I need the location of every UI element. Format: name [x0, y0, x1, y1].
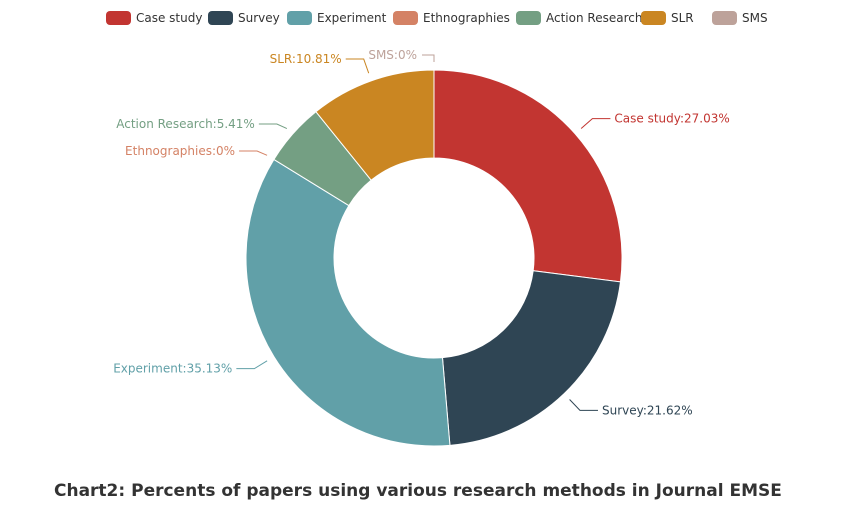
slice-label-slr: SLR:10.81%	[270, 52, 342, 66]
legend-label-sms: SMS	[742, 11, 768, 25]
leader-line-action-research	[258, 123, 288, 129]
legend-item-experiment[interactable]: Experiment	[287, 11, 387, 25]
legend-label-experiment: Experiment	[317, 11, 387, 25]
slice-label-sms: SMS:0%	[368, 48, 417, 62]
slice-label-survey: Survey:21.62%	[602, 403, 693, 417]
legend-item-action-research[interactable]: Action Research	[516, 11, 642, 25]
slice-experiment[interactable]	[245, 158, 451, 447]
donut-slices	[245, 69, 623, 447]
legend-swatch-survey	[208, 11, 233, 25]
chart-legend: Case study Survey Experiment Ethnographies A…	[106, 11, 768, 25]
legend-label-action-research: Action Research	[546, 11, 642, 25]
slice-label-experiment: Experiment:35.13%	[113, 362, 232, 376]
slice-label-action-research: Action Research:5.41%	[116, 117, 255, 131]
legend-label-ethnographies: Ethnographies	[423, 11, 510, 25]
legend-swatch-action-research	[516, 11, 541, 25]
legend-item-slr[interactable]: SLR	[641, 11, 694, 25]
slice-labels: Case study:27.03% Survey:21.62% Experiment…	[113, 48, 730, 417]
leader-line-ethnographies	[239, 150, 268, 156]
legend-item-case-study[interactable]: Case study	[106, 11, 202, 25]
slice-slr[interactable]	[315, 69, 435, 181]
legend-label-slr: SLR	[671, 11, 694, 25]
legend-swatch-case-study	[106, 11, 131, 25]
legend-swatch-ethnographies	[393, 11, 418, 25]
legend-label-case-study: Case study	[136, 11, 202, 25]
legend-swatch-slr	[641, 11, 666, 25]
legend-label-survey: Survey	[238, 11, 280, 25]
leader-line-survey	[569, 399, 598, 411]
legend-item-survey[interactable]: Survey	[208, 11, 280, 25]
legend-item-sms[interactable]: SMS	[712, 11, 768, 25]
slice-survey[interactable]	[441, 270, 622, 446]
legend-swatch-experiment	[287, 11, 312, 25]
leader-line-sms	[422, 54, 435, 62]
leader-line-slr	[345, 58, 370, 74]
donut-chart: Case study Survey Experiment Ethnographies A…	[106, 11, 768, 447]
legend-swatch-sms	[712, 11, 737, 25]
leader-line-experiment	[236, 360, 268, 370]
chart-caption: Chart2: Percents of papers using various…	[54, 481, 782, 501]
slice-case-study[interactable]	[433, 69, 623, 283]
slice-label-ethnographies: Ethnographies:0%	[125, 144, 235, 158]
slice-label-case-study: Case study:27.03%	[614, 112, 729, 126]
leader-line-case-study	[580, 118, 611, 129]
legend-item-ethnographies[interactable]: Ethnographies	[393, 11, 510, 25]
